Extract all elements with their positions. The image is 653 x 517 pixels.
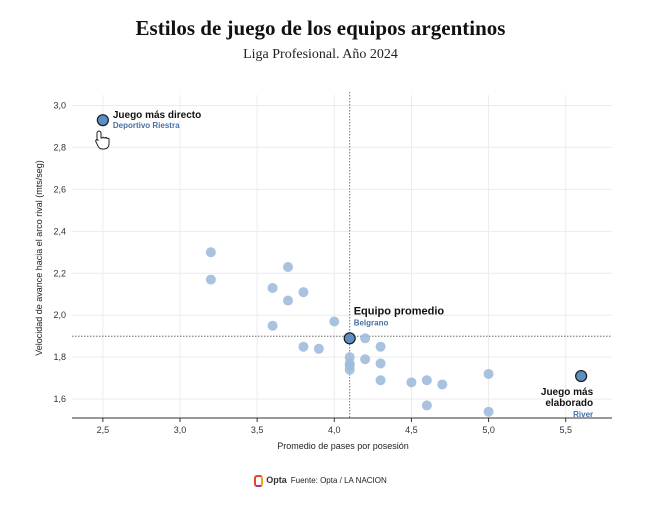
- axes: 1,6 1,8 2,0 2,2 2,4 2,6 2,8 3,0 2,5 3,0 3,5 4,0 4,5 5…: [53, 100, 612, 435]
- data-point[interactable]: [421, 400, 432, 411]
- y-tick-label: 2,2: [53, 268, 66, 278]
- chart-title: Estilos de juego de los equipos argentin…: [135, 16, 506, 40]
- opta-brand: Opta: [266, 475, 287, 486]
- highlighted-point[interactable]: [575, 369, 588, 383]
- annotation-direct-label: Juego más directo: [113, 110, 201, 121]
- data-points: [205, 247, 494, 417]
- highlighted-point[interactable]: [96, 114, 109, 127]
- data-point[interactable]: [298, 287, 309, 298]
- annotation-elaborate-team: River: [573, 410, 593, 419]
- data-point[interactable]: [283, 295, 293, 306]
- data-point[interactable]: [205, 274, 216, 285]
- average-lines: [72, 92, 612, 418]
- x-tick-label: 5,5: [559, 425, 572, 435]
- data-point[interactable]: [483, 406, 494, 417]
- y-tick-label: 2,4: [53, 226, 66, 236]
- x-tick-label: 2,5: [97, 425, 110, 435]
- footer-source: Opta Fuente: Opta / LA NACION: [0, 475, 641, 487]
- data-point[interactable]: [329, 316, 340, 327]
- data-point[interactable]: [298, 341, 309, 352]
- grid-lines: [72, 95, 612, 418]
- data-point[interactable]: [375, 358, 386, 369]
- y-tick-label: 2,0: [53, 310, 66, 320]
- highlighted-points: [96, 114, 588, 383]
- data-point[interactable]: [267, 282, 278, 293]
- y-tick-label: 1,8: [53, 352, 66, 362]
- data-point[interactable]: [283, 261, 293, 272]
- x-axis-label: Promedio de pases por posesión: [277, 441, 409, 451]
- y-tick-label: 2,6: [53, 184, 66, 194]
- source-text: Fuente: Opta / LA NACION: [290, 476, 387, 486]
- annotation-average-team: Belgrano: [354, 318, 389, 327]
- data-point[interactable]: [375, 375, 386, 386]
- data-point[interactable]: [205, 247, 216, 258]
- x-tick-label: 3,5: [251, 425, 264, 435]
- annotation-average-label: Equipo promedio: [354, 305, 445, 317]
- y-axis-label: Velocidad de avance hacia el arco rival …: [34, 160, 44, 356]
- data-point[interactable]: [344, 364, 355, 375]
- x-tick-label: 4,0: [328, 425, 341, 435]
- y-tick-label: 2,8: [53, 142, 66, 152]
- hand-cursor-icon: [95, 130, 110, 150]
- data-point[interactable]: [360, 333, 371, 344]
- data-point[interactable]: [483, 368, 494, 379]
- annotation-elaborate-label-line2: elaborado: [545, 398, 593, 409]
- data-point[interactable]: [375, 341, 386, 352]
- annotation-elaborate-label-line1: Juego más: [541, 387, 594, 398]
- opta-logo-icon: [254, 475, 264, 487]
- annotation-direct-team: Deportivo Riestra: [113, 121, 180, 130]
- y-tick-label: 3,0: [53, 100, 66, 110]
- data-point[interactable]: [437, 379, 448, 390]
- x-tick-label: 4,5: [405, 425, 418, 435]
- x-tick-label: 3,0: [174, 425, 187, 435]
- data-point[interactable]: [360, 354, 371, 365]
- y-tick-label: 1,6: [53, 394, 66, 404]
- data-point[interactable]: [267, 320, 278, 331]
- chart-subtitle: Liga Profesional. Año 2024: [243, 47, 398, 62]
- data-point[interactable]: [421, 375, 432, 386]
- highlighted-point[interactable]: [343, 332, 356, 345]
- data-point[interactable]: [406, 377, 417, 388]
- x-tick-label: 5,0: [482, 425, 495, 435]
- data-point[interactable]: [313, 343, 324, 354]
